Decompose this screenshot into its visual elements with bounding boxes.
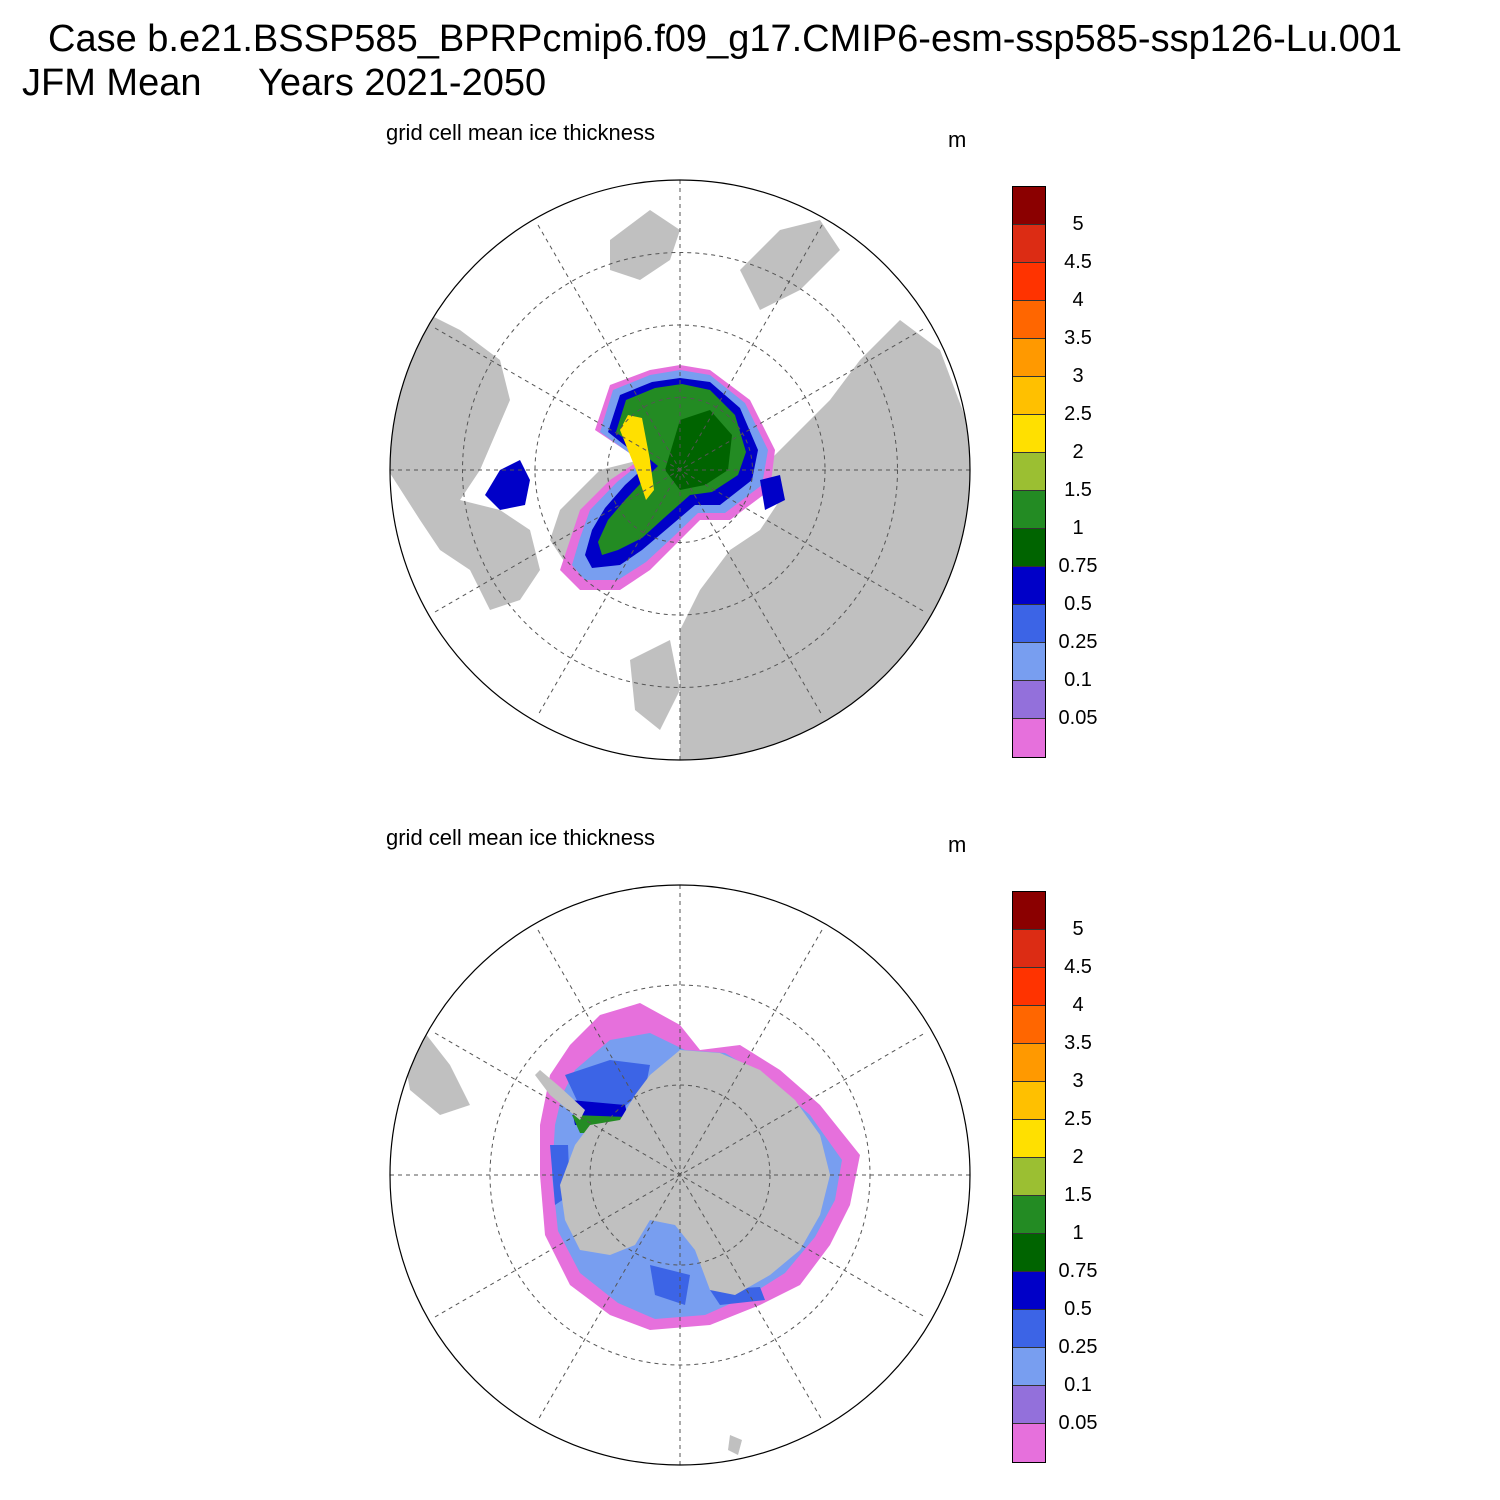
season-label: JFM Mean	[22, 62, 202, 104]
colorbar-swatch	[1013, 643, 1045, 681]
colorbar-label: 1	[1072, 517, 1084, 539]
colorbar-swatch	[1013, 1386, 1045, 1424]
colorbar-swatch	[1013, 892, 1045, 930]
colorbar-label: 0.25	[1058, 631, 1098, 653]
colorbar-swatch	[1013, 263, 1045, 301]
colorbar-swatch	[1013, 719, 1045, 757]
colorbar-label: 0.05	[1058, 707, 1098, 729]
land-masses	[402, 1033, 830, 1455]
colorbar-swatch	[1013, 1120, 1045, 1158]
colorbar-label: 5	[1072, 213, 1084, 235]
colorbar-label: 0.5	[1064, 593, 1092, 615]
figure-title: Case b.e21.BSSP585_BPRPcmip6.f09_g17.CMI…	[48, 18, 1402, 60]
colorbar-label: 4	[1072, 994, 1084, 1016]
colorbar-swatch	[1013, 377, 1045, 415]
years-label: Years 2021-2050	[258, 62, 547, 104]
colorbar-label: 2	[1072, 441, 1084, 463]
colorbar-label: 0.05	[1058, 1412, 1098, 1434]
colorbar-swatch	[1013, 225, 1045, 263]
colorbar-label: 1.5	[1064, 479, 1092, 501]
colorbar-label: 3.5	[1064, 1032, 1092, 1054]
colorbar-swatch	[1013, 339, 1045, 377]
colorbar-swatch	[1013, 1082, 1045, 1120]
map-border	[389, 884, 971, 1466]
sea-ice-arctic	[485, 365, 785, 590]
graticule	[390, 885, 970, 1465]
colorbar-swatch	[1013, 187, 1045, 225]
colorbar-label: 0.25	[1058, 1336, 1098, 1358]
colorbar-swatch	[1013, 529, 1045, 567]
map-border	[389, 179, 971, 761]
colorbar-label: 0.75	[1058, 1260, 1098, 1282]
colorbar-label: 2.5	[1064, 403, 1092, 425]
colorbar-label: 2	[1072, 1146, 1084, 1168]
colorbar-swatch	[1013, 605, 1045, 643]
colorbar-swatch	[1013, 415, 1045, 453]
colorbar-label: 4.5	[1064, 251, 1092, 273]
colorbar-label: 3	[1072, 1070, 1084, 1092]
panel-title-north: grid cell mean ice thickness	[386, 120, 656, 145]
colorbar-label: 3	[1072, 365, 1084, 387]
colorbar-swatch	[1013, 567, 1045, 605]
antarctic-map	[389, 884, 971, 1466]
colorbar-swatch	[1013, 681, 1045, 719]
colorbar-south	[1012, 891, 1046, 1463]
colorbar-label: 0.1	[1064, 669, 1092, 691]
units-label-north: m	[948, 127, 967, 152]
colorbar-label: 0.75	[1058, 555, 1098, 577]
colorbar-label: 1	[1072, 1222, 1084, 1244]
colorbar-swatch	[1013, 1234, 1045, 1272]
colorbar-swatch	[1013, 930, 1045, 968]
colorbar-swatch	[1013, 1158, 1045, 1196]
colorbar-label: 4.5	[1064, 956, 1092, 978]
units-label-south: m	[948, 832, 967, 857]
colorbar-swatch	[1013, 1424, 1045, 1462]
colorbar-swatch	[1013, 301, 1045, 339]
colorbar-label: 2.5	[1064, 1108, 1092, 1130]
colorbar-label: 5	[1072, 918, 1084, 940]
colorbar-swatch	[1013, 491, 1045, 529]
colorbar-swatch	[1013, 453, 1045, 491]
colorbar-swatch	[1013, 1006, 1045, 1044]
panel-title-south: grid cell mean ice thickness	[386, 825, 656, 850]
colorbar-swatch	[1013, 1310, 1045, 1348]
colorbar-swatch	[1013, 1272, 1045, 1310]
colorbar-label: 0.5	[1064, 1298, 1092, 1320]
colorbar-swatch	[1013, 968, 1045, 1006]
colorbar-label: 0.1	[1064, 1374, 1092, 1396]
graticule	[390, 180, 970, 760]
colorbar-label: 1.5	[1064, 1184, 1092, 1206]
colorbar-north	[1012, 186, 1046, 758]
colorbar-swatch	[1013, 1044, 1045, 1082]
colorbar-label: 3.5	[1064, 327, 1092, 349]
colorbar-label: 4	[1072, 289, 1084, 311]
colorbar-swatch	[1013, 1348, 1045, 1386]
figure-subtitle: JFM Mean Years 2021-2050	[22, 62, 546, 105]
arctic-map	[389, 179, 971, 761]
colorbar-swatch	[1013, 1196, 1045, 1234]
